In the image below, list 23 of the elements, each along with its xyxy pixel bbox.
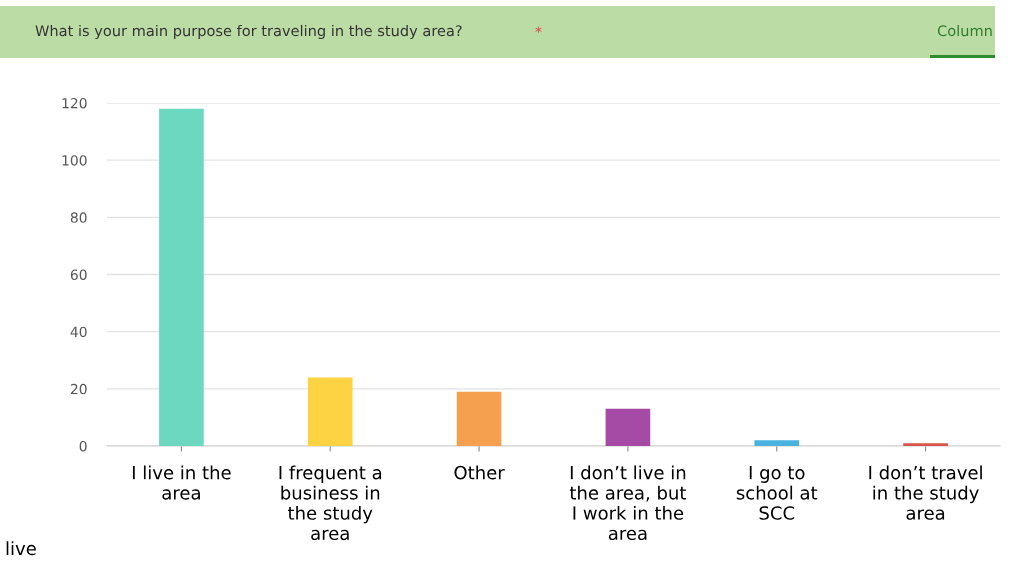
x-tick-label: Other [454, 465, 505, 480]
x-tick-label: I don’t travel in the study area [869, 465, 982, 520]
y-tick-label: 40 [70, 326, 87, 338]
x-tick-label: I live in the area [132, 465, 231, 500]
bar [159, 108, 204, 446]
y-tick-label: 0 [79, 440, 87, 452]
bar [754, 440, 800, 446]
y-tick-label: 120 [62, 97, 87, 109]
bar [903, 443, 948, 446]
chart-title: What is your main purpose for traveling in the study area? [35, 24, 462, 40]
bar [605, 408, 651, 446]
y-tick-label: 80 [70, 212, 87, 223]
bar [307, 377, 353, 446]
text: Column [937, 24, 992, 37]
x-tick-label: I go to school at SCC [736, 466, 818, 520]
text: * [535, 26, 542, 33]
bar [456, 391, 502, 446]
y-tick-label: 100 [62, 155, 87, 166]
y-tick-label: 20 [70, 383, 87, 395]
text: live [6, 541, 36, 556]
y-tick-label: 60 [70, 269, 87, 280]
x-tick-label: I don’t live in the area, but I work in the area [569, 465, 687, 541]
x-tick-label: I frequent a business in the study area [279, 465, 382, 541]
